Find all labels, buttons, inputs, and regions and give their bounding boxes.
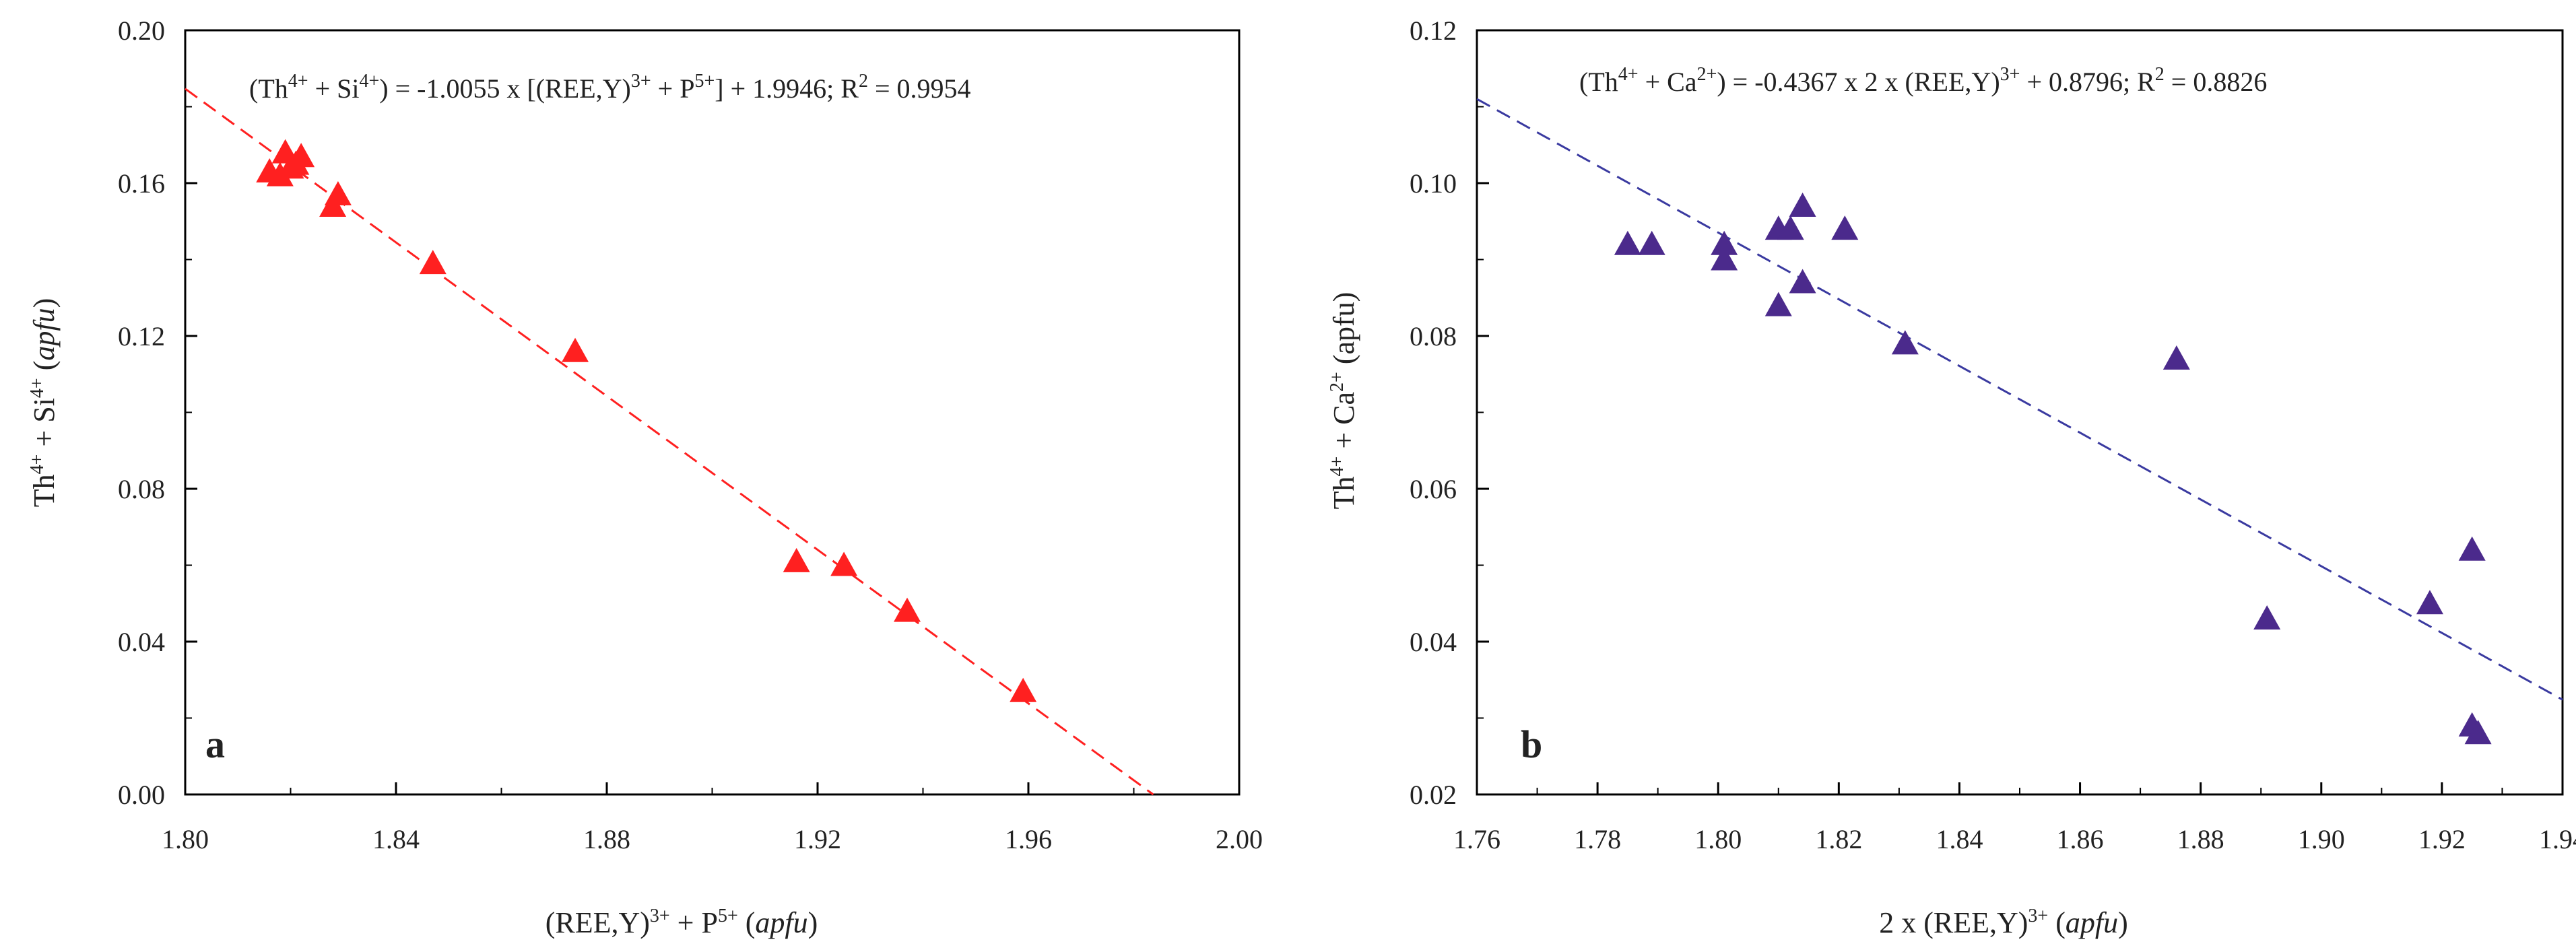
panel-b-regression-equation: (Th4+ + Ca2+) = -0.4367 x 2 x (REE,Y)3+ … [1579,64,2267,97]
panel-b-y-tick-label: 0.08 [1410,321,1457,351]
panel-b-x-tick-label: 1.94 [2539,824,2576,854]
panel-b-data-point [1777,215,1804,240]
panel-b-plot-frame [1476,29,2564,796]
panel-b-x-tick-label: 1.82 [1815,824,1862,854]
panel-b-y-tick-label: 0.04 [1410,627,1457,657]
panel-a-data-point [830,551,858,576]
panel-b-regression-line [1476,98,2563,701]
panel-a-y-tick-label: 0.20 [118,15,165,46]
panel-a-x-tick-label: 1.84 [372,824,420,854]
panel-a-data-point [288,143,315,168]
panel-b-data-point [1789,193,1816,217]
panel-a-x-axis-title: (REE,Y)3+ + P5+ (apfu) [546,906,818,939]
panel-b: 1.76 1.78 1.80 1.82 1.84 1.86 1.88 1.90 1.92 1.94… [1327,15,2576,939]
panel-b-data-point [1831,215,1859,240]
panel-a-plot-frame [184,29,1241,796]
panel-b-x-axis-title: 2 x (REE,Y)3+ (apfu) [1879,906,2128,939]
panel-a-regression-line [185,88,1154,796]
panel-b-data-point [1614,230,1641,255]
panel-a-y-axis-title: Th4+ + Si4+ (apfu) [27,298,61,508]
panel-b-y-tick-label: 0.02 [1410,780,1457,810]
panel-b-y-axis-title: Th4+ + Ca2+ (apfu) [1327,292,1360,510]
panel-b-x-tick-label: 1.86 [2057,824,2104,854]
panel-b-x-tick-label: 1.80 [1694,824,1742,854]
panel-a-data-point [562,337,589,362]
panel-a-x-tick-label: 1.92 [794,824,841,854]
panel-b-y-tick-label: 0.06 [1410,474,1457,504]
panel-a-y-tick-label: 0.12 [118,321,165,351]
panel-b-x-tick-label: 1.76 [1453,824,1500,854]
panel-b-x-tick-label: 1.88 [2177,824,2224,854]
panel-a-y-tick-label: 0.00 [118,780,165,810]
panel-b-data-point [1711,246,1738,271]
panel-b-data-point [2253,605,2281,630]
panel-b-y-tick-label: 0.10 [1410,168,1457,199]
panel-b-data-point [1891,330,1919,355]
panel-b-data-point [1711,230,1738,255]
panel-a-y-tick-label: 0.16 [118,168,165,199]
panel-a-x-tick-label: 1.88 [583,824,630,854]
panel-b-data-point [2162,345,2190,370]
panel-a-y-tick-label: 0.08 [118,474,165,504]
panel-a-data-point [1010,677,1037,702]
panel-b-data-point [2416,590,2443,615]
panel-a-x-tick-label: 1.80 [162,824,209,854]
panel-a-x-tick-label: 2.00 [1216,824,1263,854]
panel-a-regression-equation: (Th4+ + Si4+) = -1.0055 x [(REE,Y)3+ + P… [249,71,971,104]
panel-b-y-tick-label: 0.12 [1410,15,1457,46]
panel-a-label: a [205,722,225,766]
panel-a-data-point [894,597,921,622]
panel-b-x-tick-label: 1.78 [1574,824,1621,854]
panel-b-x-tick-label: 1.84 [1936,824,1983,854]
panel-b-x-tick-label: 1.90 [2298,824,2345,854]
panel-a-data-point [783,547,810,572]
panel-b-x-tick-label: 1.92 [2418,824,2466,854]
panel-b-data-point [2458,536,2486,561]
panel-a-data-point [419,250,447,275]
panel-a-x-tick-label: 1.96 [1005,824,1052,854]
panel-b-data-point [1638,230,1665,255]
panel-a: 1.80 1.84 1.88 1.92 1.96 2.00 0.00 0.04 0.08 0.12… [27,15,1263,939]
panel-b-data-point [1764,292,1792,316]
panel-a-y-tick-label: 0.04 [118,627,165,657]
panel-a-data-point [324,181,352,206]
panel-b-data-point [1789,269,1816,294]
panel-b-data-point [2464,720,2492,745]
panel-b-label: b [1521,722,1542,766]
